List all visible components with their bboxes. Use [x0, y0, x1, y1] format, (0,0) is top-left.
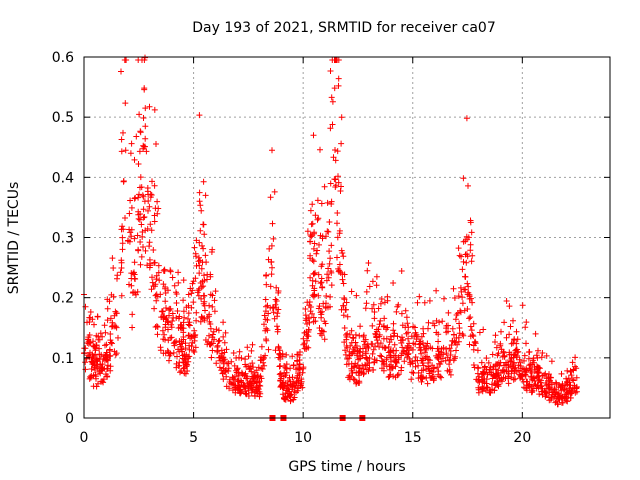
y-tick-label: 0 — [65, 411, 74, 427]
y-tick-label: 0.1 — [52, 351, 74, 367]
data-points — [81, 54, 580, 408]
x-tick-label: 15 — [404, 430, 422, 446]
x-tick-label: 5 — [189, 430, 198, 446]
y-axis-label: SRMTID / TECUs — [6, 182, 22, 295]
data-point-group — [85, 57, 580, 404]
axis-ticks — [83, 56, 610, 419]
y-tick-label: 0.3 — [52, 231, 74, 247]
x-tick-label: 10 — [294, 430, 312, 446]
gridlines — [84, 57, 610, 418]
y-tick-label: 0.2 — [52, 291, 74, 307]
y-tick-label: 0.5 — [52, 110, 74, 126]
chart-title: Day 193 of 2021, SRMTID for receiver ca0… — [192, 20, 496, 36]
x-tick-label: 20 — [513, 430, 531, 446]
y-tick-label: 0.6 — [52, 50, 74, 66]
y-tick-label: 0.4 — [52, 170, 74, 186]
x-tick-label: 0 — [80, 430, 89, 446]
x-axis-label: GPS time / hours — [288, 459, 405, 475]
data-point-group — [86, 68, 573, 403]
